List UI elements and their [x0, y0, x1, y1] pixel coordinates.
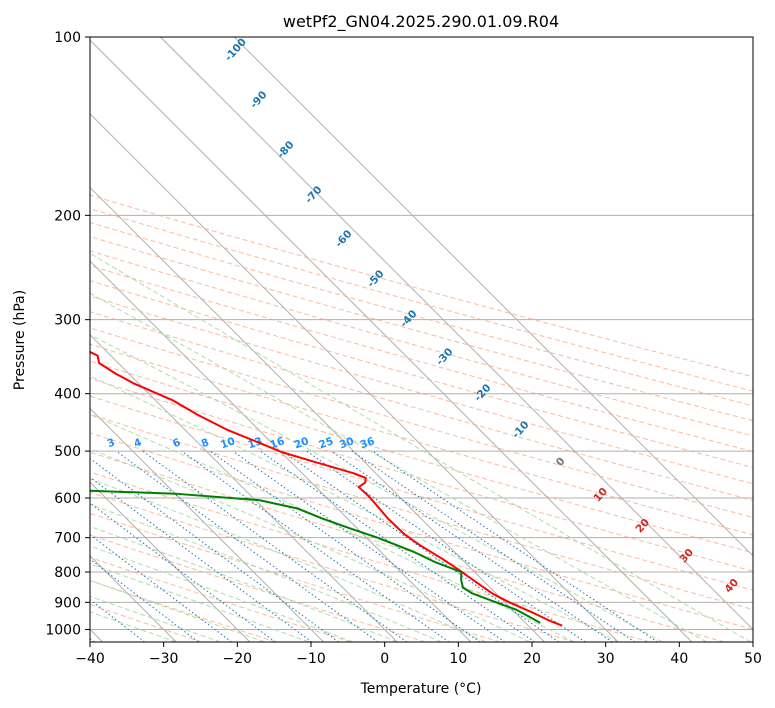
mixing-ratio-label: 10 [219, 435, 237, 451]
mixing-ratio-line [209, 450, 481, 642]
dry-adiabat-line [90, 208, 753, 392]
x-tick-label: 0 [380, 651, 389, 667]
moist-adiabat-line [90, 252, 752, 642]
mixing-ratio-line [115, 450, 379, 642]
dry-adiabat-line [90, 221, 753, 407]
y-tick-label: 600 [54, 491, 81, 507]
dry-adiabat-line [90, 491, 576, 642]
plot-frame [89, 36, 754, 643]
mixing-ratio-line [90, 534, 232, 642]
dry-adiabat-line [90, 194, 753, 378]
moist-adiabat-line [90, 525, 398, 642]
y-axis: 1000 900 800 700 600 500 400 300 200 100 [45, 30, 90, 638]
mixing-ratio-label: 20 [293, 435, 311, 451]
mixing-ratio-label: 30 [338, 435, 356, 451]
y-tick-label: 1000 [45, 622, 81, 638]
dry-adiabat-line [90, 512, 501, 642]
mixing-ratio-label: 8 [200, 436, 211, 450]
mixing-ratio-line [181, 450, 450, 642]
isotherm-line [90, 334, 398, 642]
y-tick-label: 900 [54, 595, 81, 611]
moist-adiabat-line [90, 375, 619, 642]
moist-adiabat-line [90, 292, 707, 642]
moist-adiabat-line [90, 563, 309, 642]
mixing-ratio-label: 3 [106, 436, 117, 450]
y-tick-label: 200 [54, 208, 81, 224]
mixing-ratio-line [282, 450, 560, 642]
profiles [90, 350, 563, 627]
x-tick-label: −20 [223, 651, 253, 667]
isotherm-line [90, 113, 619, 642]
mixing-ratio-label: 16 [268, 435, 286, 451]
moist-adiabat-line [90, 414, 575, 642]
mixing-ratio-line [259, 450, 535, 642]
x-tick-label: 30 [597, 651, 615, 667]
dry-adiabat-line [90, 236, 753, 422]
x-axis: −40 −30 −20 −10 0 10 20 30 40 50 [75, 642, 762, 667]
y-tick-label: 100 [54, 30, 81, 46]
x-tick-label: 10 [449, 651, 467, 667]
dry-adiabat-line [90, 295, 753, 485]
x-tick-label: −30 [149, 651, 179, 667]
chart-title: wetPf2_GN04.2025.290.01.09.R04 [283, 12, 559, 32]
mixing-ratio-label: 36 [359, 435, 377, 451]
dry-adiabat-line [90, 377, 753, 572]
dry-adiabat-line [90, 471, 650, 642]
dry-adiabat-line [90, 413, 753, 611]
dry-adiabat-line [90, 360, 753, 554]
mixing-ratio-line [142, 450, 408, 642]
x-tick-label: 40 [670, 651, 688, 667]
moist-adiabat-line [90, 545, 354, 642]
mixing-ratio-line [90, 558, 199, 642]
isotherm-line [90, 407, 324, 642]
x-axis-title: Temperature (°C) [360, 681, 482, 697]
moist-adiabat-line [90, 478, 486, 642]
mixing-ratio-label: 4 [132, 436, 143, 450]
x-tick-label: −10 [296, 651, 326, 667]
isotherm-line [233, 37, 753, 557]
y-tick-label: 400 [54, 387, 81, 403]
y-tick-label: 800 [54, 565, 81, 581]
x-tick-label: 50 [744, 651, 762, 667]
isotherm-line [160, 37, 753, 631]
moist-adiabat-line [90, 334, 663, 642]
y-tick-label: 500 [54, 444, 81, 460]
mixing-ratio-label: 25 [317, 435, 335, 451]
dry-adiabat-line [90, 265, 753, 453]
mixing-ratio-line [351, 450, 636, 642]
dewpoint-profile [90, 489, 541, 624]
isotherm-line [90, 481, 251, 642]
x-tick-label: 20 [523, 651, 541, 667]
moist-adiabat-line [90, 595, 221, 642]
dry-adiabat-line [90, 534, 426, 642]
y-tick-label: 300 [54, 313, 81, 329]
moist-adiabat-line [90, 580, 265, 642]
dry-adiabat-line [90, 432, 753, 630]
dry-adiabat-line [90, 451, 725, 642]
y-tick-label: 700 [54, 531, 81, 547]
temperature-profile [90, 350, 563, 627]
mixing-ratio-line [232, 450, 506, 642]
mixing-ratio-line [372, 450, 658, 642]
mixing-ratio-line [90, 457, 339, 642]
isotherm-line [90, 39, 693, 642]
y-axis-title: Pressure (hPa) [12, 290, 28, 390]
x-tick-label: −40 [75, 651, 105, 667]
moist-adiabat-line [90, 448, 531, 642]
background-lines [90, 37, 753, 642]
dry-adiabat-line [90, 311, 753, 501]
mixing-ratio-label: 6 [171, 436, 182, 450]
